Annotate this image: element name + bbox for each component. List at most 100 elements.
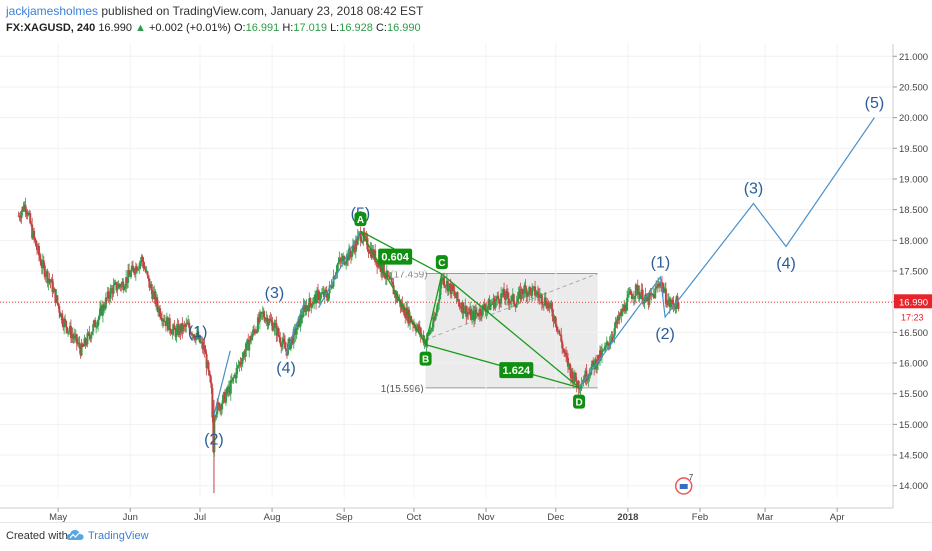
wave-line — [318, 230, 361, 309]
candle-body — [300, 314, 303, 319]
candle-body — [596, 364, 599, 369]
candle-body — [128, 270, 131, 275]
candle-body — [109, 288, 112, 299]
y-tick-label: 17.500 — [899, 267, 928, 278]
candle-body — [503, 289, 506, 298]
candle-body — [112, 284, 115, 294]
candle-body — [171, 329, 174, 335]
candle-body — [339, 258, 342, 261]
candle-body — [471, 314, 474, 321]
pattern-point-label: A — [357, 215, 364, 226]
candle-body — [337, 262, 340, 265]
candle-body — [547, 302, 550, 308]
candle-body — [345, 262, 348, 264]
abcd-pattern-layer: A B C D 0.604 1.624 — [354, 212, 586, 409]
candle-body — [432, 317, 435, 328]
candle-body — [483, 304, 486, 309]
pattern-point-label: D — [575, 398, 582, 409]
candle-body — [173, 325, 176, 331]
candle-body — [529, 287, 532, 290]
candle-body — [465, 305, 468, 317]
candle-body — [341, 257, 344, 262]
candle-body — [34, 237, 37, 241]
candle-body — [642, 303, 645, 304]
candle-body — [391, 282, 394, 285]
candle-body — [215, 414, 218, 418]
event-count-label: 7 — [689, 473, 694, 482]
wave-layer: (1)(2)(3)(4)(5)(1)(2)(3)(4)(5) — [188, 95, 884, 449]
candle-body — [603, 346, 606, 351]
candle-body — [301, 316, 304, 319]
x-tick-label: Mar — [757, 512, 773, 522]
candle-body — [78, 342, 81, 349]
candle-body — [192, 334, 195, 338]
tradingview-cloud-icon — [66, 530, 84, 540]
candle-body — [320, 293, 323, 295]
chart-header: jackjamesholmes published on TradingView… — [0, 0, 932, 44]
candle-body — [113, 282, 116, 285]
candle-body — [422, 335, 425, 344]
candle-body — [57, 302, 60, 307]
candle-body — [442, 277, 445, 286]
change-arrow-icon: ▲ — [135, 22, 146, 34]
pattern-line — [441, 273, 580, 389]
candle-body — [437, 302, 440, 306]
candle-body — [42, 260, 45, 266]
candle-body — [273, 323, 276, 329]
author-link[interactable]: jackjamesholmes — [6, 4, 99, 18]
wave-label: (5) — [865, 95, 885, 112]
candle-body — [146, 271, 149, 276]
candle-body — [558, 330, 561, 334]
candle-body — [295, 329, 298, 335]
candle-body — [252, 329, 255, 336]
candle-body — [419, 327, 422, 336]
candle-body — [136, 268, 139, 271]
wave-label: (1) — [188, 324, 208, 341]
wave-label: (3) — [744, 181, 764, 198]
x-tick-label: Jul — [194, 512, 206, 522]
candle-body — [671, 300, 674, 303]
candle-body — [466, 311, 469, 317]
pattern-point-badge — [573, 394, 586, 409]
candle-body — [191, 333, 194, 336]
candle-body — [25, 209, 28, 213]
candle-body — [138, 262, 141, 269]
candle-body — [556, 326, 559, 331]
candle-body — [115, 282, 118, 291]
candle-body — [666, 300, 669, 306]
candle-body — [643, 297, 646, 304]
candle-body — [76, 343, 79, 345]
candle-body — [325, 291, 328, 298]
candle-body — [245, 342, 248, 351]
candle-body — [356, 235, 359, 245]
candle-body — [390, 278, 393, 283]
candle-body — [75, 334, 78, 344]
candle-body — [648, 292, 651, 305]
candle-body — [509, 301, 512, 302]
ratio-badge — [378, 248, 413, 265]
tradingview-brand-link[interactable]: TradingView — [88, 530, 149, 542]
candle-body — [299, 314, 302, 327]
candle-body — [44, 276, 47, 278]
candle-body — [262, 311, 265, 317]
candle-body — [107, 291, 110, 298]
candle-body — [331, 286, 334, 288]
candle-body — [278, 334, 281, 338]
candle-body — [217, 402, 220, 404]
candle-body — [127, 270, 130, 283]
candle-body — [548, 305, 551, 308]
candle-body — [308, 298, 311, 312]
candle-body — [313, 297, 316, 304]
candle-body — [555, 324, 558, 327]
candle-body — [440, 279, 443, 289]
candle-body — [272, 328, 275, 331]
candle-body — [467, 311, 470, 313]
candle-body — [81, 343, 84, 347]
price-chart[interactable]: (17.459) 1(15.596) (1) (2) (3) (4) (5) (1) (2) (… — [0, 0, 932, 522]
candle-body — [498, 298, 501, 304]
candle-body — [90, 334, 93, 339]
candle-body — [67, 330, 70, 332]
pattern-point-badge — [354, 212, 367, 227]
candle-body — [591, 360, 594, 368]
candle-body — [396, 293, 399, 301]
